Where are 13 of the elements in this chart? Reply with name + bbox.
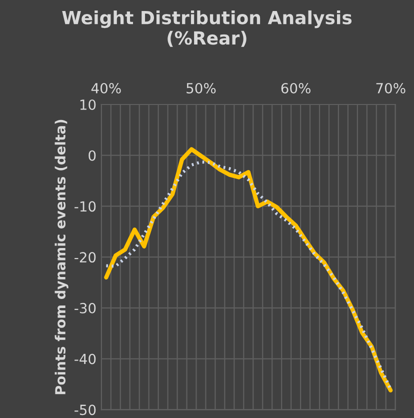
chart-title: Weight Distribution Analysis (%Rear) bbox=[62, 10, 352, 47]
y-tick-label: 0 bbox=[88, 150, 96, 161]
y-tick-label: -50 bbox=[74, 404, 96, 416]
x-tick-label: 50% bbox=[186, 82, 216, 94]
x-tick-label: 70% bbox=[376, 82, 406, 94]
y-tick-label: 10 bbox=[80, 99, 96, 110]
y-tick-label: -40 bbox=[74, 354, 96, 364]
y-tick-label: -10 bbox=[74, 201, 96, 212]
x-tick-label: 60% bbox=[281, 82, 310, 94]
y-axis-title: Points from dynamic events (delta) bbox=[54, 120, 68, 394]
y-tick-label: -20 bbox=[74, 252, 96, 263]
x-tick-label: 40% bbox=[91, 82, 121, 94]
y-tick-label: -30 bbox=[74, 302, 96, 314]
